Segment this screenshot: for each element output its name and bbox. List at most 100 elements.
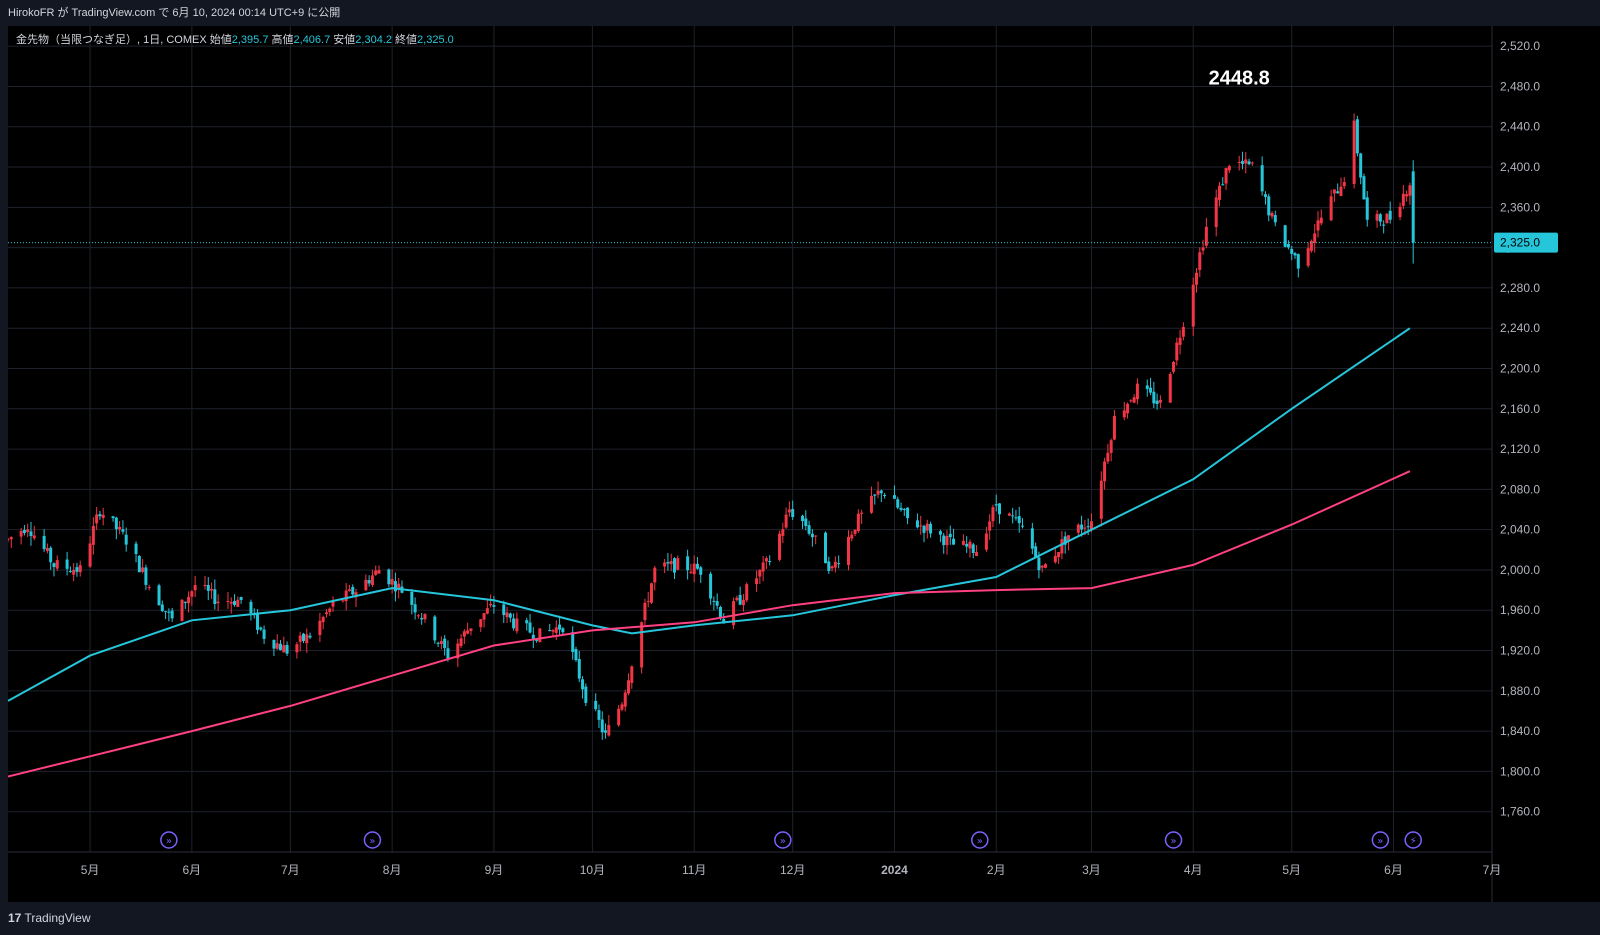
candle[interactable] — [321, 616, 325, 623]
candle[interactable] — [285, 644, 289, 654]
tradingview-logo-icon[interactable]: 17 — [8, 911, 22, 925]
candle[interactable] — [433, 616, 437, 641]
candle[interactable] — [1270, 212, 1274, 217]
candle[interactable] — [735, 597, 739, 601]
candle[interactable] — [883, 494, 887, 496]
candle[interactable] — [663, 562, 667, 567]
candle[interactable] — [49, 547, 53, 563]
candle[interactable] — [860, 512, 864, 514]
candle[interactable] — [791, 509, 795, 518]
candle[interactable] — [206, 584, 210, 591]
candle[interactable] — [1129, 400, 1133, 402]
candle[interactable] — [1240, 161, 1244, 164]
candle[interactable] — [1135, 383, 1139, 400]
candle[interactable] — [298, 635, 302, 642]
candle[interactable] — [482, 613, 486, 620]
candle[interactable] — [1066, 535, 1070, 542]
candle[interactable] — [1260, 165, 1264, 192]
candle[interactable] — [627, 680, 631, 694]
candle[interactable] — [715, 601, 719, 606]
candle[interactable] — [505, 612, 509, 618]
candle[interactable] — [1217, 185, 1221, 200]
candle[interactable] — [824, 532, 828, 564]
candle[interactable] — [124, 534, 128, 545]
candle[interactable] — [755, 578, 759, 585]
candle[interactable] — [525, 620, 529, 624]
candle[interactable] — [446, 648, 450, 660]
price-chart[interactable]: 1,760.0 1,800.0 1,840.0 1,880.0 1,920.0 1,960… — [8, 26, 1600, 902]
candle[interactable] — [1017, 516, 1021, 524]
candle[interactable] — [718, 606, 722, 619]
candle[interactable] — [856, 513, 860, 532]
candle[interactable] — [810, 533, 814, 538]
candle[interactable] — [367, 580, 371, 584]
candle[interactable] — [22, 529, 26, 534]
candle[interactable] — [410, 591, 414, 605]
candle[interactable] — [167, 611, 171, 613]
candle[interactable] — [229, 602, 233, 604]
candle[interactable] — [91, 525, 95, 545]
candle[interactable] — [1411, 171, 1415, 243]
candle[interactable] — [1336, 191, 1340, 194]
candle[interactable] — [275, 643, 279, 649]
candle[interactable] — [226, 600, 230, 602]
candle[interactable] — [1152, 391, 1156, 404]
candle[interactable] — [804, 518, 808, 526]
candle[interactable] — [945, 535, 949, 546]
candle[interactable] — [459, 638, 463, 646]
candle[interactable] — [1175, 342, 1179, 361]
candle[interactable] — [1083, 527, 1087, 529]
candle[interactable] — [689, 571, 693, 573]
candle[interactable] — [692, 563, 696, 575]
candle[interactable] — [712, 600, 716, 602]
candle[interactable] — [961, 540, 965, 545]
candle[interactable] — [879, 490, 883, 494]
candle[interactable] — [1263, 194, 1267, 197]
candle[interactable] — [906, 507, 910, 519]
candle[interactable] — [620, 704, 624, 710]
candle[interactable] — [9, 537, 13, 540]
candle[interactable] — [551, 630, 555, 632]
candle[interactable] — [305, 634, 309, 644]
candle[interactable] — [210, 588, 214, 591]
candle[interactable] — [1352, 120, 1356, 184]
candle[interactable] — [1398, 206, 1402, 218]
candle[interactable] — [531, 634, 535, 640]
candle[interactable] — [942, 535, 946, 546]
candle[interactable] — [466, 630, 470, 634]
candle[interactable] — [1178, 337, 1182, 345]
candle[interactable] — [758, 570, 762, 577]
candle[interactable] — [1306, 248, 1310, 266]
candle[interactable] — [8, 538, 10, 540]
candle[interactable] — [807, 525, 811, 534]
candle[interactable] — [571, 632, 575, 652]
candle[interactable] — [1057, 552, 1061, 558]
candle[interactable] — [279, 643, 283, 651]
candle[interactable] — [1375, 213, 1379, 221]
candle[interactable] — [1195, 272, 1199, 285]
chart-area[interactable]: 1,760.0 1,800.0 1,840.0 1,880.0 1,920.0 1,960… — [8, 26, 1600, 902]
candle[interactable] — [416, 615, 420, 617]
candle[interactable] — [1086, 526, 1090, 528]
candle[interactable] — [672, 558, 676, 573]
candle[interactable] — [456, 643, 460, 659]
candle[interactable] — [1267, 196, 1271, 216]
candle[interactable] — [29, 531, 33, 537]
candle[interactable] — [479, 619, 483, 628]
candle[interactable] — [88, 543, 92, 567]
candle[interactable] — [1204, 226, 1208, 246]
candle[interactable] — [899, 507, 903, 510]
candle[interactable] — [390, 579, 394, 585]
brand-name[interactable]: TradingView — [24, 911, 91, 925]
candle[interactable] — [850, 534, 854, 539]
candle[interactable] — [1359, 153, 1363, 178]
candle[interactable] — [295, 644, 299, 653]
candle[interactable] — [971, 544, 975, 554]
candle[interactable] — [952, 538, 956, 545]
candle[interactable] — [213, 589, 217, 604]
candle[interactable] — [722, 619, 726, 624]
candle[interactable] — [443, 638, 447, 649]
candle[interactable] — [187, 596, 191, 604]
candle[interactable] — [489, 603, 493, 606]
candle[interactable] — [1080, 524, 1084, 530]
